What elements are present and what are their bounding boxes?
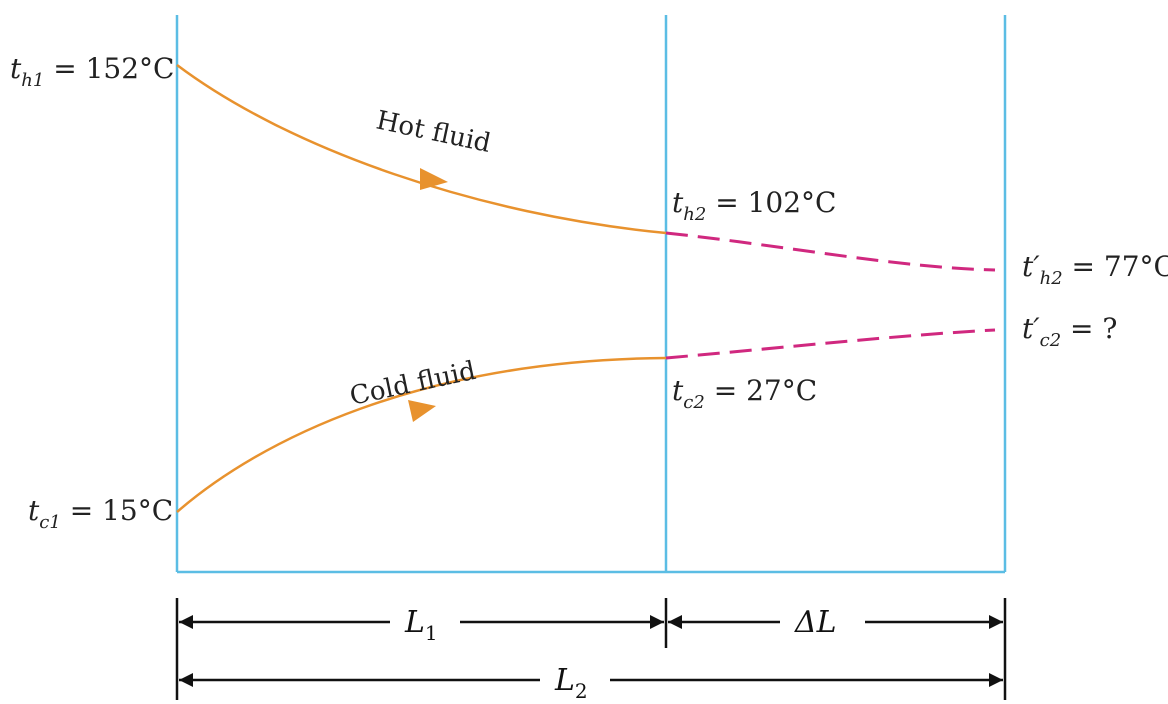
- cold-fluid-curve: [176, 356, 667, 513]
- l1-label: L1: [404, 605, 438, 645]
- hot-fluid-label: Hot fluid: [374, 106, 494, 159]
- delta-l-label: ΔL: [794, 605, 837, 640]
- label-tc2-prime: t′c2 = ?: [1022, 312, 1117, 351]
- hot-fluid-arrow-icon: [420, 168, 448, 190]
- cold-fluid-extension: [665, 328, 996, 360]
- label-th2: th2 = 102°C: [672, 186, 836, 225]
- cold-fluid-arrow-icon: [408, 400, 436, 422]
- l2-label: L2: [554, 663, 588, 703]
- hot-fluid-extension: [665, 231, 996, 272]
- label-tc2: tc2 = 27°C: [672, 374, 817, 413]
- label-th1: th1 = 152°C: [10, 52, 174, 91]
- hot-fluid-curve: [176, 64, 667, 235]
- label-tc1: tc1 = 15°C: [28, 494, 173, 533]
- label-th2-prime: t′h2 = 77°C: [1022, 250, 1168, 289]
